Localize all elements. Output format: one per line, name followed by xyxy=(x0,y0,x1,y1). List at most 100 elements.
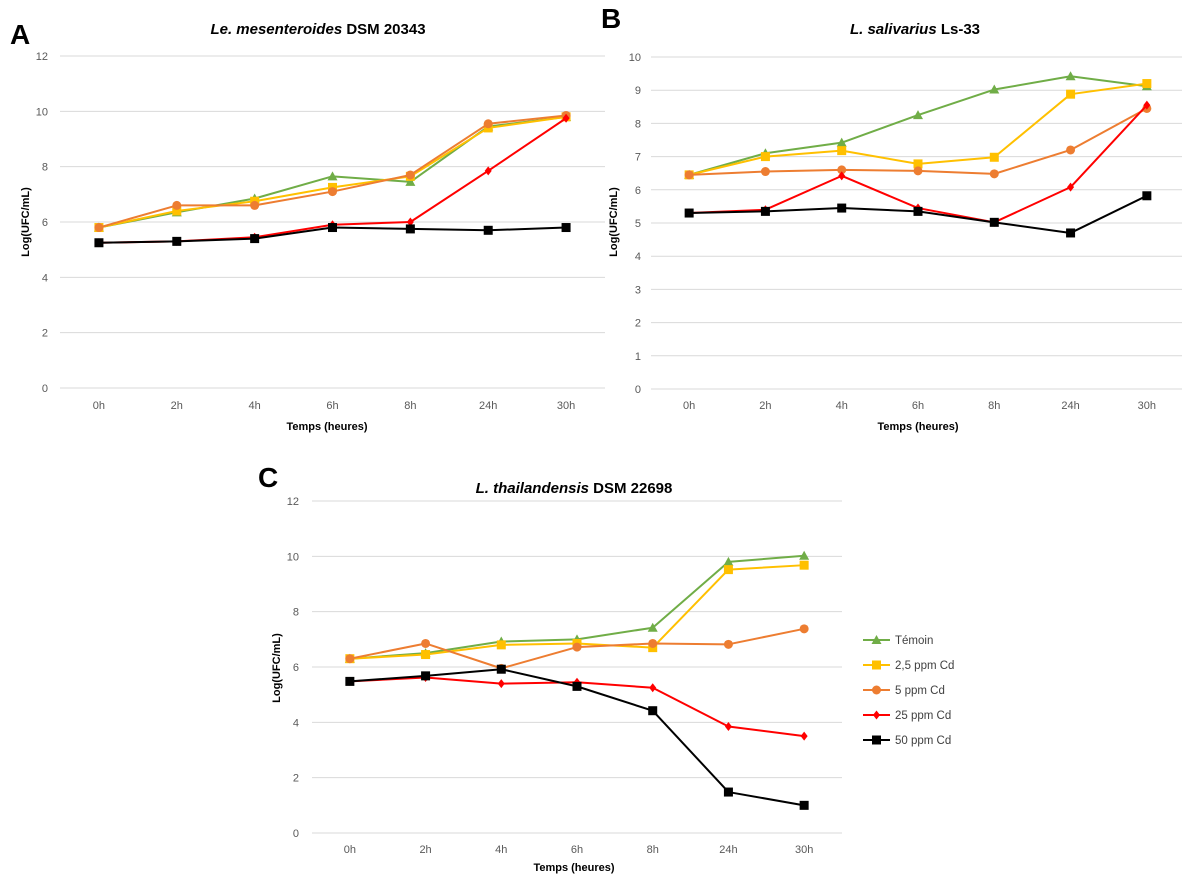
panel-letter: C xyxy=(258,462,278,493)
y-tick-label: 8 xyxy=(293,607,299,619)
data-point xyxy=(405,224,415,234)
y-tick-label: 0 xyxy=(42,383,48,395)
y-tick-label: 10 xyxy=(36,106,48,118)
data-point xyxy=(345,676,355,686)
x-tick-label: 6h xyxy=(326,400,338,412)
x-tick-label: 30h xyxy=(557,400,575,412)
data-point xyxy=(723,565,733,575)
data-point xyxy=(799,624,809,634)
y-axis-label: Log(UFC/mL) xyxy=(271,633,283,703)
data-point xyxy=(800,731,808,741)
data-point xyxy=(94,223,104,233)
legend-label: 5 ppm Cd xyxy=(895,685,945,697)
x-tick-label: 8h xyxy=(404,400,416,412)
x-tick-label: 0h xyxy=(344,844,356,856)
legend-label: 50 ppm Cd xyxy=(895,735,951,747)
panel-letter: A xyxy=(10,19,30,50)
chart-panel-c: C L. thailandensis DSM 22698 0 2 4 6 8 10 12 0h… xyxy=(258,462,842,874)
y-tick-label: 0 xyxy=(293,828,299,840)
data-point xyxy=(648,638,658,648)
x-tick-label: 24h xyxy=(479,400,497,412)
data-point xyxy=(484,166,492,176)
x-axis-label: Temps (heures) xyxy=(286,421,367,433)
y-tick-label: 4 xyxy=(42,272,48,284)
data-point xyxy=(421,650,431,660)
data-point xyxy=(421,638,431,648)
y-tick-label: 2 xyxy=(635,318,641,330)
y-axis-label: Log(UFC/mL) xyxy=(20,187,32,257)
chart-legend: Témoin 2,5 ppm Cd 5 ppm Cd 25 ppm Cd 50 ppm … xyxy=(863,635,954,747)
legend-marker xyxy=(871,635,882,644)
data-point xyxy=(1066,228,1076,238)
data-point xyxy=(172,206,182,216)
y-tick-label: 4 xyxy=(635,251,641,263)
y-tick-label: 12 xyxy=(287,496,299,508)
data-point xyxy=(1142,79,1152,89)
legend-label: Témoin xyxy=(895,635,933,647)
y-tick-label: 8 xyxy=(635,118,641,130)
data-point xyxy=(1065,71,1076,81)
data-point xyxy=(649,683,657,693)
data-point xyxy=(723,556,734,566)
y-tick-label: 7 xyxy=(635,152,641,164)
data-point xyxy=(913,110,923,120)
x-tick-label: 2h xyxy=(419,844,431,856)
x-tick-label: 0h xyxy=(683,400,695,412)
x-tick-label: 8h xyxy=(988,400,1000,412)
data-point xyxy=(760,167,770,177)
data-point xyxy=(421,671,431,681)
data-point xyxy=(989,152,999,162)
x-tick-label: 30h xyxy=(795,844,813,856)
data-point xyxy=(483,225,493,235)
data-point xyxy=(684,208,694,218)
y-tick-label: 2 xyxy=(42,328,48,340)
x-tick-label: 6h xyxy=(571,844,583,856)
data-point xyxy=(250,234,260,244)
data-point xyxy=(405,170,415,180)
data-point xyxy=(496,640,506,650)
chart-title: Le. mesenteroides DSM 20343 xyxy=(210,21,425,38)
data-point xyxy=(989,217,999,227)
data-point xyxy=(799,550,810,560)
data-point xyxy=(913,206,923,216)
y-tick-label: 10 xyxy=(287,551,299,563)
legend-marker xyxy=(873,710,880,720)
data-point xyxy=(913,166,923,176)
legend-label: 25 ppm Cd xyxy=(895,710,951,722)
data-point xyxy=(799,560,809,570)
data-point xyxy=(1066,145,1076,155)
x-tick-label: 0h xyxy=(93,400,105,412)
data-point xyxy=(94,238,104,248)
data-point xyxy=(760,206,770,216)
x-tick-label: 2h xyxy=(171,400,183,412)
x-tick-label: 2h xyxy=(759,400,771,412)
y-tick-label: 4 xyxy=(293,717,299,729)
data-point xyxy=(836,137,847,147)
y-tick-label: 5 xyxy=(635,218,641,230)
chart-title: L. thailandensis DSM 22698 xyxy=(476,480,673,497)
panel-letter: B xyxy=(601,3,621,34)
data-point xyxy=(760,152,770,162)
data-point xyxy=(989,84,1000,94)
legend-label: 2,5 ppm Cd xyxy=(895,660,954,672)
data-point xyxy=(483,119,493,129)
y-tick-label: 9 xyxy=(635,85,641,97)
y-tick-label: 10 xyxy=(629,52,641,64)
x-tick-label: 8h xyxy=(647,844,659,856)
data-point xyxy=(327,171,338,181)
data-point xyxy=(724,721,732,731)
y-tick-label: 6 xyxy=(293,662,299,674)
x-axis-label: Temps (heures) xyxy=(877,421,958,433)
y-tick-label: 3 xyxy=(635,284,641,296)
data-point xyxy=(572,642,582,652)
data-point xyxy=(172,200,182,210)
data-point xyxy=(723,639,733,649)
data-point xyxy=(1143,100,1151,110)
x-tick-label: 24h xyxy=(1061,400,1079,412)
data-point xyxy=(406,217,414,227)
y-tick-label: 6 xyxy=(635,185,641,197)
data-point xyxy=(684,170,694,180)
data-point xyxy=(572,681,582,691)
data-point xyxy=(799,800,809,810)
y-tick-label: 1 xyxy=(635,351,641,363)
